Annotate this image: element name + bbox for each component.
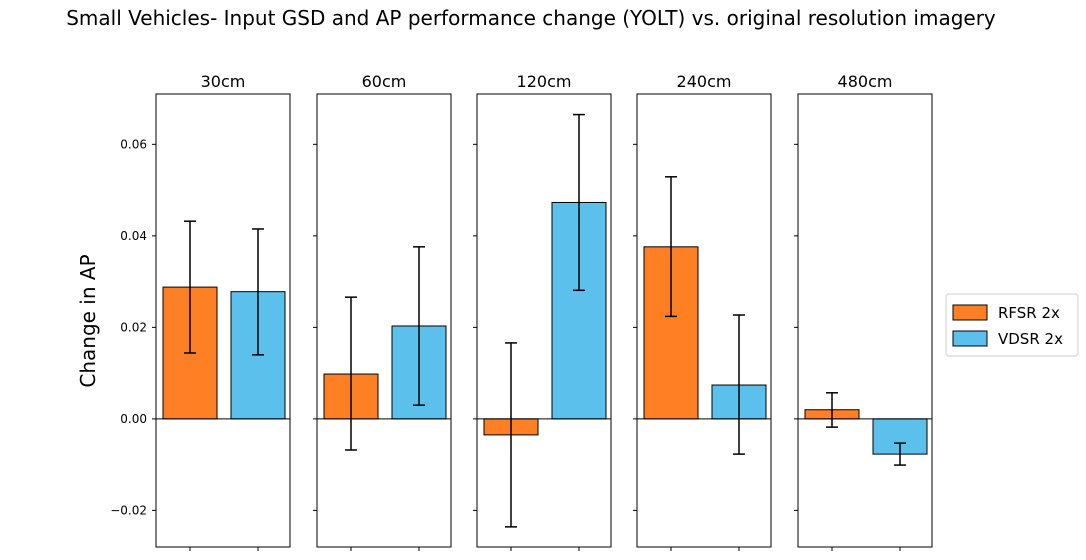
y-tick-label: −0.02 bbox=[110, 503, 147, 517]
y-axis-label: Change in AP bbox=[76, 254, 100, 387]
legend: RFSR 2x VDSR 2x bbox=[945, 293, 1079, 357]
panel-frame bbox=[476, 93, 612, 548]
panel-title: 240cm bbox=[677, 72, 732, 91]
legend-swatch-rfsr-2x bbox=[952, 304, 988, 321]
panel-title: 480cm bbox=[838, 72, 893, 91]
panel-120cm: 120cm bbox=[473, 72, 612, 551]
legend-label: VDSR 2x bbox=[998, 330, 1063, 348]
panel-480cm: 480cm bbox=[794, 72, 933, 551]
panel-frame bbox=[797, 93, 933, 548]
legend-label: RFSR 2x bbox=[998, 304, 1060, 322]
y-tick-label: 0.04 bbox=[120, 229, 147, 243]
panel-frame bbox=[155, 93, 291, 548]
legend-swatch-vdsr-2x bbox=[952, 330, 988, 347]
panel-frame bbox=[636, 93, 772, 548]
y-tick-label: 0.02 bbox=[120, 320, 147, 334]
y-tick-label: 0.06 bbox=[120, 137, 147, 151]
panel-title: 120cm bbox=[517, 72, 572, 91]
panels: 30cm −0.02 0.00 0.02 0.04 0.06 60cm 120cm 240cm 4… bbox=[110, 72, 933, 551]
panel-30cm: 30cm −0.02 0.00 0.02 0.04 0.06 bbox=[110, 72, 291, 551]
panel-240cm: 240cm bbox=[633, 72, 772, 551]
chart-title: Small Vehicles- Input GSD and AP perform… bbox=[66, 6, 996, 30]
y-tick-label: 0.00 bbox=[120, 412, 147, 426]
panel-title: 30cm bbox=[201, 72, 246, 91]
panel-title: 60cm bbox=[362, 72, 407, 91]
panel-60cm: 60cm bbox=[313, 72, 452, 551]
panel-frame bbox=[316, 93, 452, 548]
